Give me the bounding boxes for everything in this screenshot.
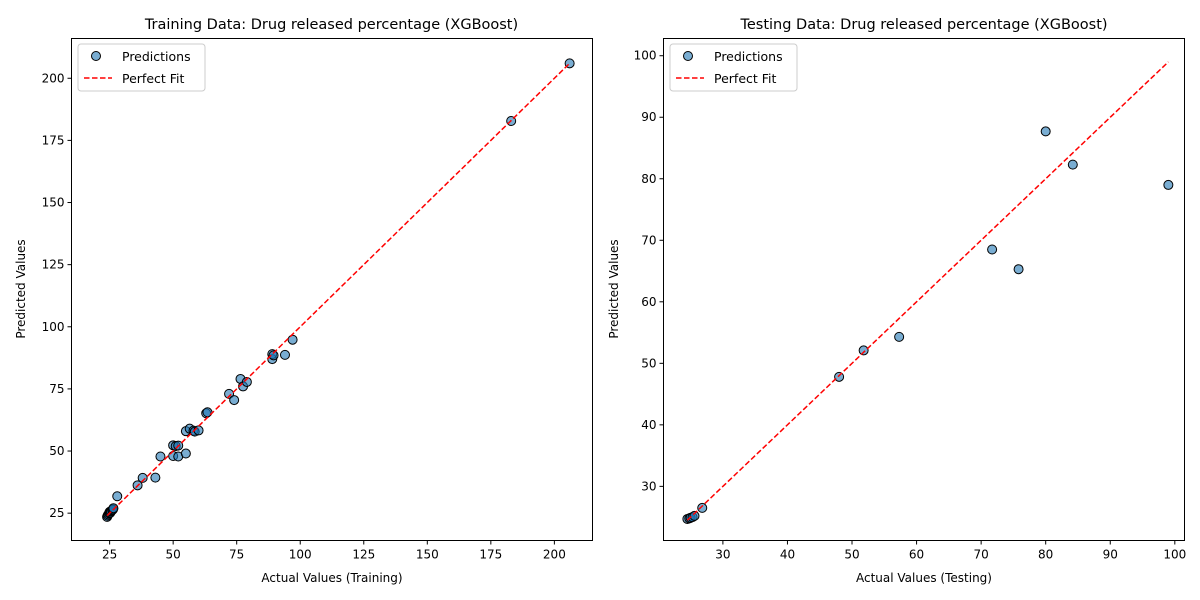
- testing-axes-frame: [663, 38, 1185, 541]
- training-y-tick-label-6: 175: [42, 133, 65, 147]
- training-x-tick-label-6: 175: [479, 548, 502, 562]
- training-plot-area: [102, 58, 575, 522]
- training-data-point: [241, 376, 252, 387]
- training-legend-label-perfect-fit: Perfect Fit: [122, 71, 185, 86]
- training-legend-label-predictions: Predictions: [122, 49, 191, 64]
- testing-data-point: [834, 371, 845, 382]
- testing-data-point: [858, 345, 869, 356]
- testing-y-axis-label: Predicted Values: [607, 239, 621, 338]
- training-data-point: [112, 491, 123, 502]
- testing-data-point: [1040, 126, 1051, 137]
- testing-y-tick-label-4: 70: [641, 233, 656, 247]
- training-data-point: [150, 472, 161, 483]
- testing-perfect-fit-line: [686, 61, 1169, 521]
- training-y-tick-label-0: 25: [49, 506, 64, 520]
- training-x-tick-label-2: 75: [229, 548, 244, 562]
- testing-legend-label-predictions: Predictions: [714, 49, 783, 64]
- testing-y-tick-label-0: 30: [641, 479, 656, 493]
- testing-x-tick-label-6: 90: [1103, 548, 1118, 562]
- testing-x-axis-label: Actual Values (Testing): [856, 571, 992, 585]
- testing-y-tick-label-6: 90: [641, 110, 656, 124]
- training-data-point: [108, 503, 119, 514]
- training-chart-title: Training Data: Drug released percentage …: [144, 17, 518, 33]
- testing-y-tick-label-2: 50: [641, 356, 656, 370]
- training-data-point: [229, 395, 240, 406]
- testing-legend-box: [669, 43, 798, 92]
- training-perfect-fit-line: [106, 62, 571, 517]
- training-data-point: [180, 448, 191, 459]
- testing-x-tick-label-1: 40: [780, 548, 795, 562]
- testing-x-tick-label-0: 30: [715, 548, 730, 562]
- training-data-point: [155, 451, 166, 462]
- testing-data-point: [987, 244, 998, 255]
- training-chart: Training Data: Drug released percentage …: [14, 17, 593, 585]
- training-x-tick-label-3: 100: [289, 548, 312, 562]
- testing-x-tick-label-3: 60: [909, 548, 924, 562]
- testing-y-tick-label-5: 80: [641, 172, 656, 186]
- training-data-point: [137, 472, 148, 483]
- training-x-tick-label-0: 25: [102, 548, 117, 562]
- testing-chart-title: Testing Data: Drug released percentage (…: [739, 17, 1107, 33]
- testing-y-tick-label-1: 40: [641, 418, 656, 432]
- testing-data-point: [1163, 179, 1174, 190]
- testing-chart: Testing Data: Drug released percentage (…: [607, 17, 1186, 585]
- testing-data-point: [689, 510, 700, 521]
- training-x-axis-label: Actual Values (Training): [261, 571, 402, 585]
- testing-y-tick-label-3: 60: [641, 295, 656, 309]
- testing-x-ticks: 30 40 50 60 70 80 90 100: [715, 540, 1186, 562]
- testing-data-point: [1013, 264, 1024, 275]
- testing-plot-area: [682, 61, 1174, 524]
- training-data-point: [268, 350, 279, 361]
- training-y-tick-label-7: 200: [42, 71, 65, 85]
- training-x-tick-label-1: 50: [166, 548, 181, 562]
- training-y-ticks: 25 50 75 100 125 150 175 200: [42, 71, 72, 520]
- testing-x-tick-label-4: 70: [973, 548, 988, 562]
- testing-x-tick-label-2: 50: [844, 548, 859, 562]
- training-x-ticks: 25 50 75 100 125 150 175 200: [102, 540, 566, 562]
- training-axes-frame: [71, 38, 593, 541]
- training-y-tick-label-4: 125: [42, 258, 65, 272]
- testing-y-ticks: 30 40 50 60 70 80 90 100: [634, 49, 664, 493]
- training-y-tick-label-1: 50: [49, 444, 64, 458]
- training-x-tick-label-5: 150: [416, 548, 439, 562]
- training-y-tick-label-2: 75: [49, 382, 64, 396]
- training-legend: Predictions Perfect Fit: [77, 43, 206, 92]
- testing-data-point: [1067, 159, 1078, 170]
- testing-y-tick-label-7: 100: [634, 49, 657, 63]
- testing-x-tick-label-5: 80: [1038, 548, 1053, 562]
- training-y-axis-label: Predicted Values: [14, 239, 28, 338]
- training-y-tick-label-5: 150: [42, 196, 65, 210]
- training-data-point: [193, 425, 204, 436]
- testing-data-point: [894, 331, 905, 342]
- testing-x-tick-label-7: 100: [1163, 548, 1186, 562]
- training-data-point: [287, 334, 298, 345]
- training-y-tick-label-3: 100: [42, 320, 65, 334]
- testing-legend-marker-predictions: [683, 51, 693, 61]
- testing-data-point: [697, 502, 708, 513]
- training-data-point: [279, 349, 290, 360]
- testing-legend-label-perfect-fit: Perfect Fit: [714, 71, 777, 86]
- training-x-tick-label-7: 200: [543, 548, 566, 562]
- training-legend-box: [77, 43, 206, 92]
- testing-legend: Predictions Perfect Fit: [669, 43, 798, 92]
- training-legend-marker-predictions: [91, 51, 101, 61]
- training-x-tick-label-4: 125: [352, 548, 375, 562]
